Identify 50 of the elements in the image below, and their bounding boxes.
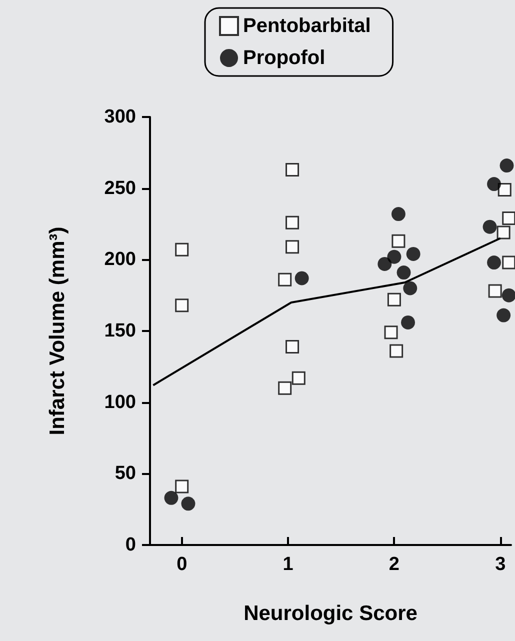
- point: [396, 266, 411, 280]
- y-tick-label: 50: [114, 463, 136, 484]
- y-tick-label: 100: [104, 392, 136, 413]
- point: [401, 315, 416, 330]
- point: [164, 490, 178, 505]
- point: [387, 250, 402, 264]
- point: [286, 163, 300, 177]
- point: [390, 344, 404, 358]
- point: [403, 281, 418, 296]
- point: [286, 340, 300, 354]
- x-tick-label: 1: [282, 554, 294, 575]
- x-tick-label: 0: [176, 554, 188, 575]
- point: [292, 371, 306, 385]
- y-tick-label: 0: [125, 534, 136, 556]
- point: [487, 177, 502, 192]
- point: [378, 256, 392, 271]
- point: [488, 284, 502, 298]
- legend-label: Propofol: [243, 47, 326, 69]
- point: [496, 308, 511, 322]
- y-tick-label: 250: [104, 178, 136, 199]
- point: [496, 226, 510, 240]
- point: [502, 256, 515, 270]
- point: [487, 256, 502, 270]
- point: [175, 242, 189, 256]
- point: [294, 271, 309, 286]
- point: [482, 220, 497, 234]
- point: [384, 326, 398, 340]
- point: [498, 183, 512, 197]
- point: [406, 246, 420, 261]
- x-tick-label: 3: [495, 554, 506, 575]
- point: [286, 240, 300, 254]
- y-axis-title: Infarct Volume (mm³): [46, 226, 69, 436]
- point: [500, 158, 514, 173]
- point: [502, 212, 515, 226]
- point: [392, 234, 406, 248]
- point: [387, 292, 401, 306]
- point: [278, 381, 292, 395]
- point: [175, 480, 189, 494]
- legend-label: Pentobarbital: [243, 15, 371, 37]
- x-axis-title: Neurologic Score: [244, 602, 418, 625]
- point: [391, 207, 406, 222]
- x-tick-label: 2: [388, 554, 400, 575]
- y-tick-label: 150: [104, 320, 136, 342]
- point: [286, 216, 300, 230]
- y-tick-label: 200: [104, 249, 136, 270]
- point: [278, 272, 292, 286]
- point: [181, 496, 196, 511]
- y-tick-label: 300: [104, 106, 136, 128]
- point: [502, 288, 515, 302]
- point: [175, 298, 189, 312]
